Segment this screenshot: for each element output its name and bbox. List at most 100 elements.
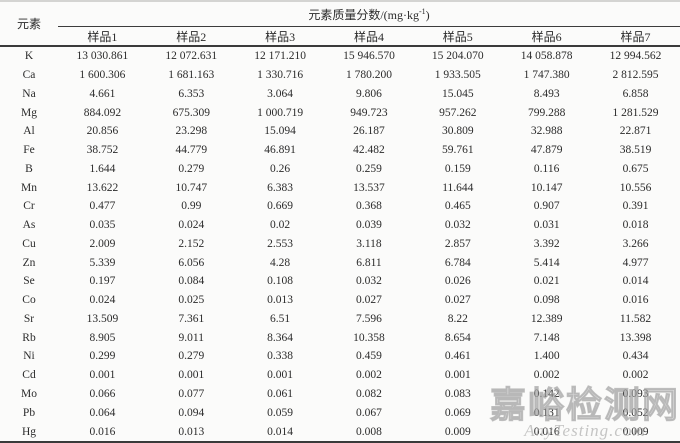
sample-header: 样品5 — [413, 26, 503, 47]
value-cell: 0.016 — [89, 425, 116, 438]
table-row: Na 4.661 6.353 3.064 9.806 15.045 8.493 6.858 — [0, 85, 680, 104]
value-cell: 47.879 — [530, 144, 563, 157]
value-cell: 15 204.070 — [431, 50, 484, 63]
value-cell: 10.147 — [530, 181, 563, 194]
value-cell: 13.398 — [619, 331, 652, 344]
value-cell: 59.761 — [441, 144, 474, 157]
element-cell: K — [24, 50, 34, 63]
element-cell: Hg — [21, 425, 37, 438]
value-cell: 0.26 — [270, 162, 291, 175]
value-cell: 1.644 — [89, 162, 116, 175]
value-cell: 0.259 — [356, 162, 382, 175]
value-cell: 13.509 — [86, 312, 119, 325]
value-cell: 0.014 — [622, 275, 649, 288]
table-row: Cu 2.009 2.152 2.553 3.118 2.857 3.392 3.266 — [0, 235, 680, 254]
value-cell: 0.084 — [178, 275, 205, 288]
value-cell: 6.056 — [178, 256, 205, 269]
element-cell: Rb — [22, 331, 36, 344]
value-cell: 0.027 — [444, 294, 471, 307]
value-cell: 1 600.306 — [79, 69, 126, 82]
value-cell: 13.537 — [353, 181, 385, 194]
value-cell: 8.905 — [89, 331, 116, 344]
value-cell: 0.064 — [89, 406, 116, 419]
sample-header: 样品3 — [235, 26, 325, 47]
value-cell: 0.025 — [178, 294, 205, 307]
table-row: Ni 0.299 0.279 0.338 0.459 0.461 1.400 0.434 — [0, 347, 680, 366]
element-cell: Co — [22, 294, 36, 307]
value-cell: 0.001 — [89, 369, 116, 382]
value-cell: 0.026 — [444, 275, 471, 288]
table-row: Cd 0.001 0.001 0.001 0.002 0.001 0.002 0.002 — [0, 366, 680, 385]
value-cell: 11.644 — [442, 181, 474, 194]
value-cell: 0.013 — [267, 294, 294, 307]
sample-header: 样品2 — [146, 26, 236, 47]
value-cell: 0.368 — [356, 200, 382, 213]
value-cell: 0.082 — [356, 387, 382, 400]
element-cell: Sr — [23, 312, 35, 325]
value-cell: 0.459 — [356, 350, 382, 363]
value-cell: 1 933.505 — [434, 69, 481, 82]
value-cell: 0.024 — [89, 294, 116, 307]
value-cell: 0.032 — [444, 219, 471, 232]
value-cell: 5.414 — [533, 256, 560, 269]
value-cell: 0.477 — [89, 200, 116, 213]
table-row: Rb 8.905 9.011 8.364 10.358 8.654 7.148 13.398 — [0, 328, 680, 347]
value-cell: 0.108 — [267, 275, 294, 288]
value-cell: 9.011 — [178, 331, 204, 344]
sample-header: 样品4 — [324, 26, 414, 47]
value-cell: 0.279 — [178, 162, 205, 175]
value-cell: 4.661 — [89, 87, 116, 100]
element-cell: Mg — [21, 106, 37, 119]
value-cell: 38.752 — [86, 144, 119, 157]
element-cell: Ni — [23, 350, 35, 363]
value-cell: 0.052 — [622, 406, 649, 419]
value-cell: 0.001 — [444, 369, 471, 382]
value-cell: 0.013 — [178, 425, 205, 438]
value-cell: 0.016 — [622, 294, 649, 307]
value-cell: 0.009 — [622, 425, 649, 438]
value-cell: 12 171.210 — [254, 50, 306, 63]
value-cell: 0.009 — [444, 425, 471, 438]
value-cell: 2.857 — [444, 237, 471, 250]
value-cell: 0.99 — [181, 200, 202, 213]
value-cell: 0.008 — [356, 425, 382, 438]
element-cell: Mn — [21, 181, 37, 194]
value-cell: 0.434 — [622, 350, 649, 363]
value-cell: 3.118 — [356, 237, 382, 250]
value-cell: 0.116 — [533, 162, 560, 175]
value-cell: 26.187 — [353, 125, 385, 138]
value-cell: 23.298 — [175, 125, 208, 138]
value-cell: 0.066 — [89, 387, 116, 400]
value-cell: 6.858 — [622, 87, 649, 100]
value-cell: 44.779 — [175, 144, 208, 157]
value-cell: 42.482 — [353, 144, 385, 157]
value-cell: 884.092 — [83, 106, 122, 119]
value-cell: 9.806 — [356, 87, 382, 100]
sample-header: 样品1 — [58, 26, 147, 47]
value-cell: 12 072.631 — [165, 50, 218, 63]
table-row: Ca 1 600.306 1 681.163 1 330.716 1 780.200 1 … — [0, 66, 680, 85]
table-row: Sr 13.509 7.361 6.51 7.596 8.22 12.389 11.582 — [0, 310, 680, 329]
value-cell: 8.654 — [444, 331, 471, 344]
value-cell: 0.279 — [178, 350, 205, 363]
value-cell: 0.059 — [267, 406, 294, 419]
value-cell: 1 281.529 — [612, 106, 659, 119]
value-cell: 38.519 — [619, 144, 652, 157]
value-cell: 22.871 — [619, 125, 652, 138]
value-cell: 949.723 — [350, 106, 388, 119]
value-cell: 2.152 — [178, 237, 205, 250]
value-cell: 10.556 — [619, 181, 652, 194]
value-cell: 0.077 — [178, 387, 205, 400]
value-cell: 20.856 — [86, 125, 119, 138]
value-cell: 1.400 — [533, 350, 560, 363]
value-cell: 15.094 — [264, 125, 296, 138]
element-cell: As — [22, 219, 36, 232]
value-cell: 12.389 — [530, 312, 563, 325]
value-cell: 0.02 — [270, 219, 291, 232]
element-cell: Se — [23, 275, 35, 288]
element-cell: Pb — [22, 406, 36, 419]
value-cell: 0.018 — [622, 219, 649, 232]
value-cell: 6.51 — [270, 312, 291, 325]
value-cell: 15.045 — [441, 87, 474, 100]
